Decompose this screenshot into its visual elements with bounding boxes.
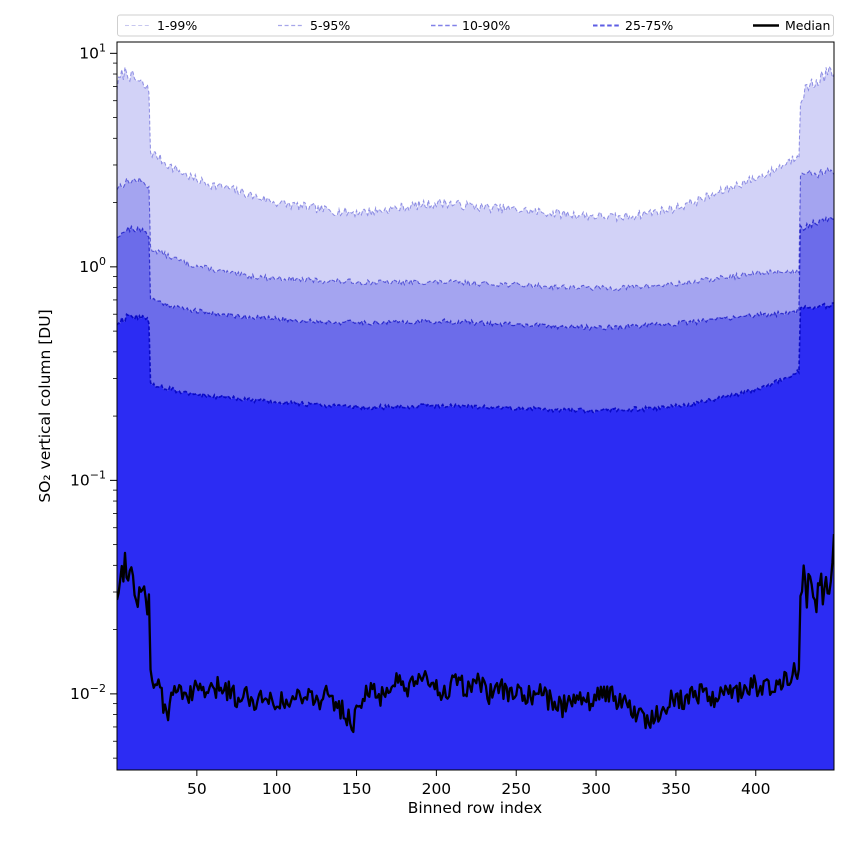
plot-frame xyxy=(116,41,835,771)
x-tick-label: 50 xyxy=(187,780,207,798)
plot-area: 50 100 150 200 250 300 350 400 101 100 10−1 10−2 xyxy=(70,41,835,798)
x-tick-label: 350 xyxy=(661,780,691,798)
x-tick-label: 300 xyxy=(581,780,611,798)
legend-label-5-95: 5-95% xyxy=(310,18,350,33)
legend-box xyxy=(117,14,834,37)
x-tick-label: 150 xyxy=(342,780,372,798)
y-tick-label: 10−2 xyxy=(70,682,106,703)
y-tick-label: 100 xyxy=(79,255,106,276)
y-tick-label: 101 xyxy=(79,41,106,62)
x-tick-label: 400 xyxy=(741,780,771,798)
percentile-band-25-75 xyxy=(117,302,834,770)
legend-label-10-90: 10-90% xyxy=(462,18,510,33)
legend: 1-99% 5-95% 10-90% 25-75% Median xyxy=(117,14,834,37)
x-tick-label: 200 xyxy=(422,780,452,798)
y-axis-label: SO₂ vertical column [DU] xyxy=(36,309,54,502)
legend-label-25-75: 25-75% xyxy=(625,18,673,33)
legend-label-median: Median xyxy=(785,18,830,33)
percentile-line-1-99 xyxy=(117,65,834,223)
y-tick-label: 10−1 xyxy=(70,468,106,489)
x-tick-label: 100 xyxy=(262,780,292,798)
percentile-line-25-75 xyxy=(117,301,834,415)
x-axis-label: Binned row index xyxy=(408,799,542,817)
legend-label-1-99: 1-99% xyxy=(157,18,197,33)
median-line xyxy=(117,534,834,734)
percentile-line-10-90 xyxy=(117,216,834,331)
percentile-line-5-95 xyxy=(117,167,834,292)
x-tick-label: 250 xyxy=(501,780,531,798)
